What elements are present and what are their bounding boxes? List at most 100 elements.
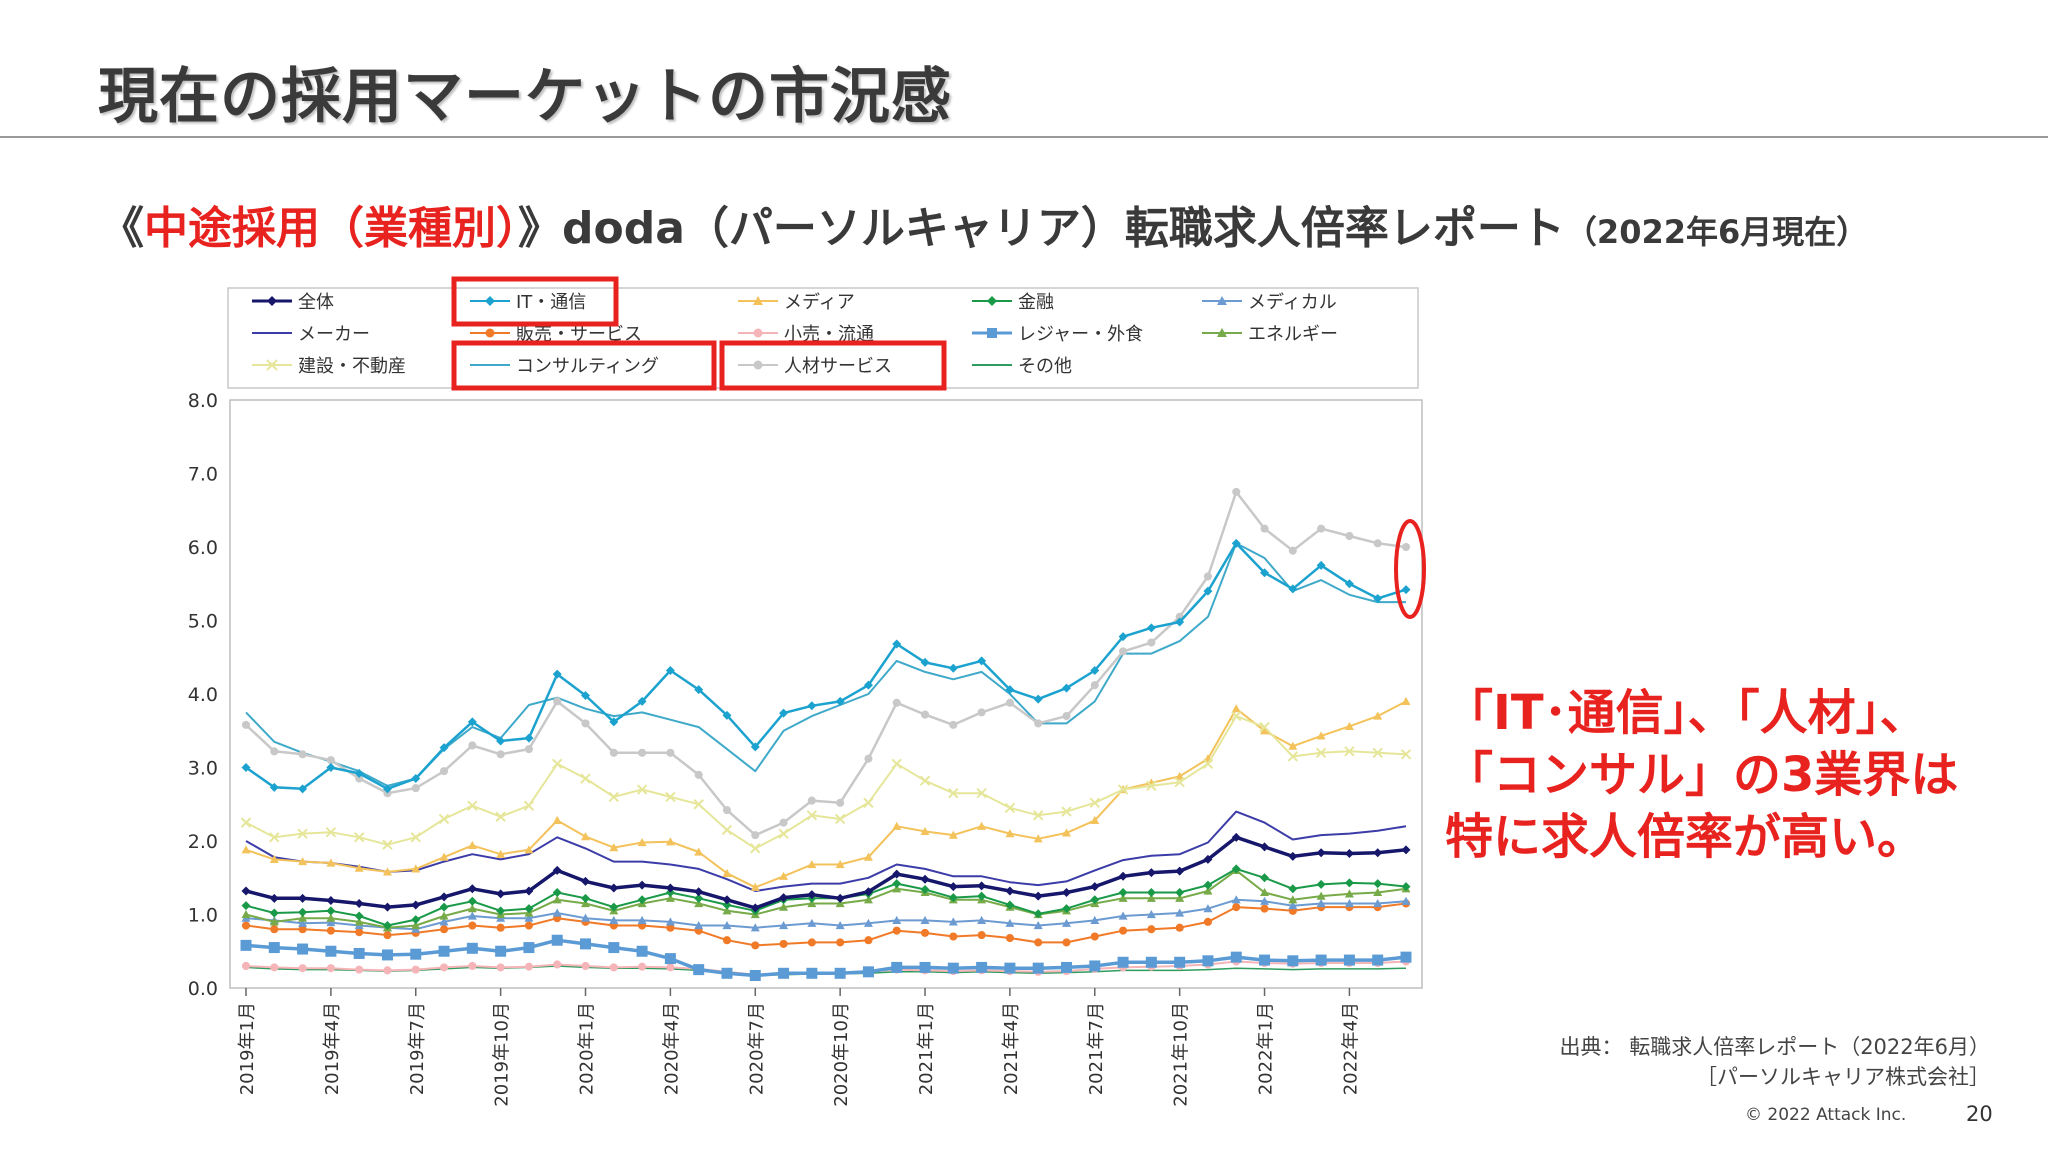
data-point (439, 743, 449, 753)
data-point (1175, 893, 1185, 902)
data-point (609, 843, 619, 852)
data-point (1260, 726, 1270, 735)
data-point (977, 891, 987, 901)
data-point (1316, 891, 1326, 900)
data-point (1203, 586, 1213, 596)
data-point (1400, 749, 1412, 760)
data-point (326, 913, 336, 922)
data-point (298, 750, 307, 759)
data-point (949, 932, 958, 941)
data-point (977, 931, 986, 940)
data-point (721, 967, 733, 979)
legend-label: その他 (1018, 356, 1072, 377)
data-point (355, 928, 364, 937)
data-point (552, 758, 563, 770)
data-point (411, 774, 421, 784)
y-tick-label: 8.0 (188, 390, 218, 412)
data-point (353, 832, 365, 843)
data-point (269, 917, 279, 926)
legend-item-10: 建設・不動産 (252, 356, 406, 377)
series-10 (240, 710, 1412, 854)
data-point (920, 657, 930, 667)
data-point (1288, 584, 1298, 594)
series-line (245, 902, 1407, 947)
data-point (751, 831, 760, 840)
data-point (439, 925, 449, 934)
data-point (1146, 910, 1156, 919)
data-point (1175, 923, 1184, 932)
data-point (241, 763, 251, 772)
data-point (269, 893, 279, 903)
data-point (552, 815, 562, 825)
data-point (581, 961, 590, 970)
data-point (411, 900, 421, 910)
data-point (665, 791, 676, 803)
legend-label: 建設・不動産 (298, 356, 406, 377)
data-point (495, 811, 506, 822)
data-point (438, 945, 450, 957)
data-point (353, 947, 365, 959)
data-point (1203, 880, 1213, 890)
data-point (779, 902, 789, 911)
data-point (976, 788, 987, 799)
data-point (552, 908, 562, 917)
data-point (920, 885, 930, 895)
data-point (609, 902, 619, 912)
data-point (1344, 898, 1354, 908)
data-point (581, 719, 590, 728)
data-point (665, 883, 675, 893)
data-point (298, 784, 308, 794)
data-point (1344, 746, 1355, 757)
data-point (948, 917, 958, 926)
y-tick-label: 0.0 (188, 978, 218, 1000)
copyright: © 2022 Attack Inc. (1745, 1105, 1907, 1125)
data-point (1005, 698, 1014, 707)
data-point (1089, 797, 1100, 808)
data-point (240, 939, 252, 951)
data-point (665, 893, 675, 902)
data-point (694, 887, 704, 897)
subtitle-report-name: 》doda（パーソルキャリア）転職求人倍率レポート (518, 203, 1565, 254)
data-point (864, 936, 873, 945)
legend-label: コンサルティング (516, 356, 659, 377)
subtitle-open-bracket: 《 (100, 203, 144, 254)
data-point (297, 943, 309, 955)
data-point (1260, 896, 1270, 905)
data-point (411, 784, 420, 793)
data-point (1005, 933, 1014, 943)
data-point (552, 895, 562, 904)
data-point (241, 901, 251, 911)
data-point (241, 921, 251, 930)
data-point (977, 821, 987, 830)
data-point (1032, 962, 1044, 974)
data-point (665, 917, 675, 926)
data-point (779, 871, 789, 880)
data-point (439, 892, 449, 902)
plot-area (229, 399, 1423, 989)
data-point (1005, 886, 1015, 896)
data-point (383, 966, 392, 975)
data-point (1202, 955, 1214, 967)
data-point (836, 938, 845, 947)
series-line (245, 715, 1407, 850)
data-point (410, 832, 421, 843)
data-point (1034, 938, 1043, 947)
data-point (1146, 868, 1156, 878)
data-point (496, 963, 505, 972)
chart-axes: 0.0 1.0 2.0 3.0 4.0 5.0 6.0 7.0 8.0 2019年1月 2019年4… (188, 390, 1423, 1107)
data-point (778, 828, 789, 839)
legend-label: メディカル (1248, 292, 1337, 313)
legend-swatch-marker (987, 296, 997, 306)
data-point (1033, 921, 1043, 930)
data-point (863, 797, 874, 808)
callout-line-2: 「コンサル」の3業界は (1445, 747, 1959, 803)
data-point (750, 882, 760, 891)
data-point (1401, 882, 1411, 892)
legend-item-1: IT・通信 (470, 292, 586, 313)
data-point (807, 796, 816, 805)
data-point (779, 708, 789, 718)
data-point (1175, 866, 1185, 876)
data-point (1230, 951, 1242, 963)
y-tick-label: 3.0 (188, 758, 218, 780)
